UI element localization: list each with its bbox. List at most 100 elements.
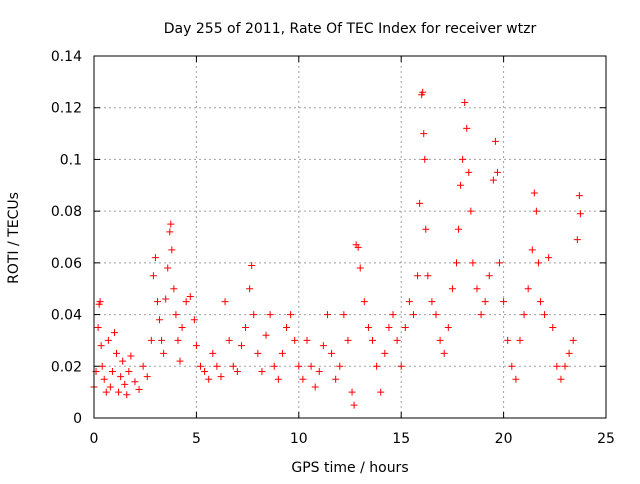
grid-lines	[94, 56, 606, 418]
data-point-marker	[258, 367, 266, 375]
data-point-marker	[250, 311, 258, 319]
data-point-marker	[237, 342, 245, 350]
data-point-marker	[440, 349, 448, 357]
x-tick-label: 10	[290, 431, 308, 447]
y-axis-label: ROTI / TECUs	[6, 192, 22, 284]
data-point-marker	[432, 311, 440, 319]
data-point-marker	[348, 388, 356, 396]
data-point-marker	[311, 383, 319, 391]
data-point-marker	[108, 367, 116, 375]
data-point-marker	[469, 259, 477, 267]
data-point-marker	[534, 259, 542, 267]
data-point-marker	[242, 324, 250, 331]
data-point-marker	[422, 225, 430, 233]
data-point-marker	[174, 336, 182, 344]
data-point-marker	[350, 401, 358, 409]
data-point-marker	[328, 349, 336, 357]
data-point-marker	[319, 342, 327, 350]
data-point-marker	[419, 88, 427, 96]
data-point-marker	[192, 342, 200, 350]
data-point-marker	[557, 375, 565, 383]
data-point-marker	[414, 272, 422, 280]
data-point-marker	[104, 336, 112, 344]
data-point-marker	[536, 298, 544, 306]
data-point-marker	[106, 383, 114, 391]
data-point-marker	[278, 349, 286, 357]
data-point-marker	[553, 362, 561, 370]
x-tick-label: 5	[192, 431, 201, 447]
data-point-marker	[436, 336, 444, 344]
data-point-marker	[121, 380, 129, 388]
data-point-marker	[254, 349, 262, 357]
data-point-marker	[147, 336, 155, 344]
data-point-marker	[98, 362, 106, 370]
data-point-marker	[428, 298, 436, 306]
data-point-marker	[209, 349, 217, 357]
data-point-marker	[190, 316, 198, 324]
data-point-marker	[340, 311, 348, 319]
data-point-marker	[283, 324, 291, 331]
y-tick-label: 0.12	[51, 101, 82, 117]
data-point-marker	[530, 189, 538, 197]
data-point-marker	[512, 375, 520, 383]
data-point-marker	[493, 168, 501, 176]
data-point-marker	[369, 336, 377, 344]
data-point-marker	[575, 192, 583, 200]
y-tick-label: 0.08	[51, 204, 82, 220]
data-point-marker	[524, 285, 532, 293]
data-point-marker	[420, 130, 428, 138]
data-point-marker	[131, 378, 139, 386]
data-point-marker	[455, 225, 463, 233]
data-point-marker	[270, 362, 278, 370]
data-point-marker	[500, 298, 508, 306]
data-point-marker	[299, 375, 307, 383]
data-point-marker	[448, 285, 456, 293]
data-point-marker	[405, 298, 413, 306]
data-point-marker	[213, 362, 221, 370]
data-point-marker	[119, 357, 127, 365]
data-point-marker	[520, 311, 528, 319]
data-point-marker	[416, 199, 424, 207]
data-point-marker	[485, 272, 493, 280]
data-point-marker	[156, 316, 164, 324]
data-point-marker	[457, 181, 465, 189]
data-point-marker	[135, 386, 143, 394]
data-point-marker	[110, 329, 118, 337]
data-point-marker	[168, 246, 176, 254]
data-point-marker	[160, 349, 168, 357]
data-point-marker	[489, 176, 497, 184]
data-point-marker	[217, 373, 225, 381]
data-point-marker	[229, 362, 237, 370]
data-point-marker	[225, 336, 233, 344]
data-point-marker	[97, 342, 105, 350]
axis-ticks: 0 5 10 15 20 25 0 0.02 0.04 0.06 0.08 0.1 0.12 0.14	[51, 49, 615, 447]
data-point-marker	[262, 331, 270, 339]
data-point-marker	[576, 210, 584, 218]
data-point-marker	[381, 349, 389, 357]
data-point-marker	[549, 324, 557, 331]
y-tick-label: 0.14	[51, 49, 82, 65]
data-point-marker	[117, 373, 125, 381]
data-point-marker	[377, 388, 385, 396]
data-point-marker	[477, 311, 485, 319]
data-points	[90, 88, 584, 409]
chart-title: Day 255 of 2011, Rate Of TEC Index for r…	[164, 21, 537, 37]
data-point-marker	[389, 311, 397, 319]
data-point-marker	[496, 259, 504, 267]
data-point-marker	[166, 228, 174, 236]
data-point-marker	[569, 336, 577, 344]
x-tick-label: 0	[90, 431, 99, 447]
data-point-marker	[424, 272, 432, 280]
data-point-marker	[364, 324, 372, 331]
data-point-marker	[332, 375, 340, 383]
data-point-marker	[201, 367, 209, 375]
data-point-marker	[463, 124, 471, 132]
data-point-marker	[561, 362, 569, 370]
data-point-marker	[452, 259, 460, 267]
data-point-marker	[459, 155, 467, 163]
data-point-marker	[266, 311, 274, 319]
data-point-marker	[444, 324, 452, 331]
data-point-marker	[307, 362, 315, 370]
data-point-marker	[508, 362, 516, 370]
data-point-marker	[113, 349, 121, 357]
